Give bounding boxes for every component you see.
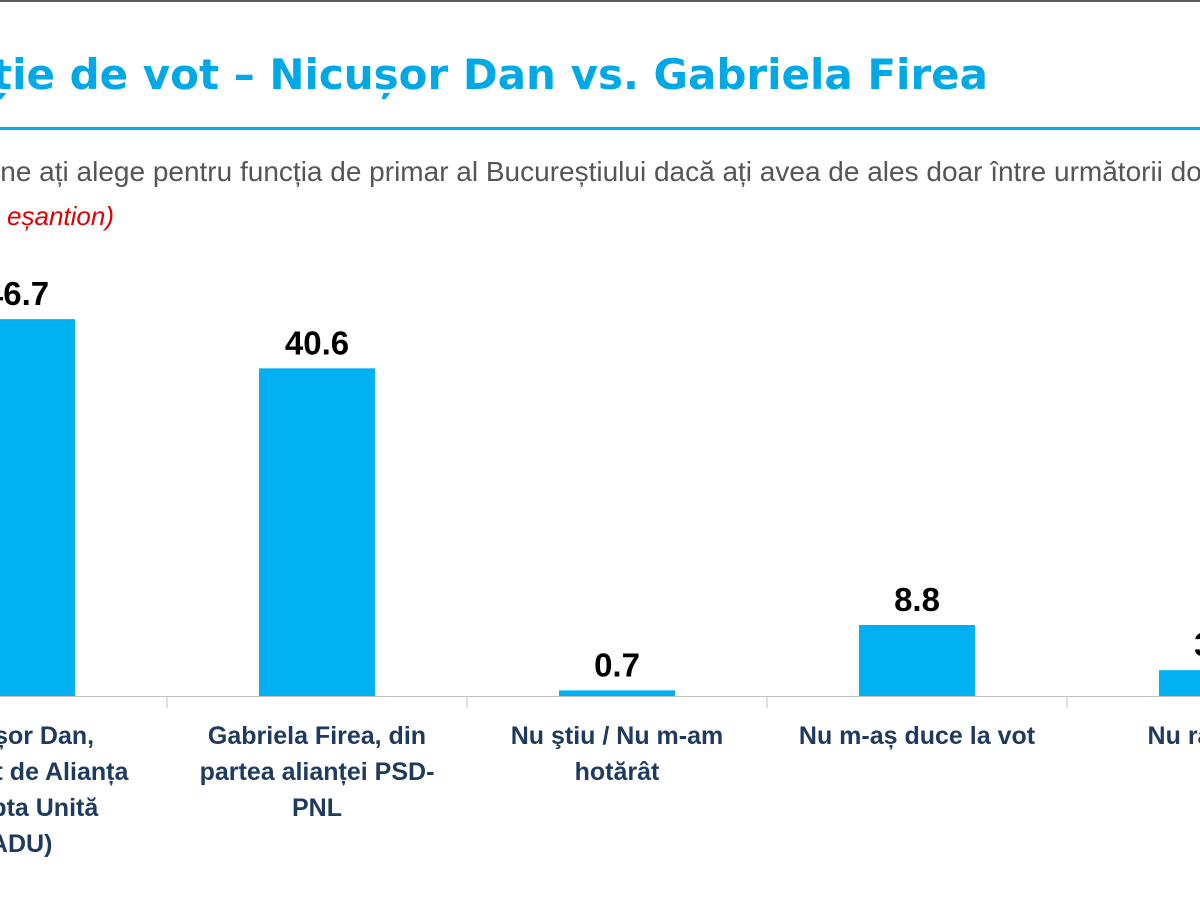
survey-question: Pe cine ați alege pentru funcția de prim… [0,152,1200,192]
page-title: Intenție de vot – Nicușor Dan vs. Gabrie… [0,50,1200,100]
bar-0 [0,319,75,696]
category-label-1: Gabriela Firea, din partea alianței PSD- P… [199,722,435,822]
unit-note-text: (% din eșantion) [0,201,114,231]
survey-question-text: Pe cine ați alege pentru funcția de prim… [0,156,1200,187]
data-label-4: 3.2 [1194,626,1200,663]
bar-3 [859,624,975,696]
category-label-3: Nu m-aș duce la vot [798,722,1036,750]
data-label-3: 8.8 [894,581,940,618]
title-rule [0,127,1200,130]
bar-chart: 46.7 40.6 0.7 8.8 3.2 [0,275,1200,708]
category-labels: Nicușor Dan,susținut de AlianțaDreapta U… [0,710,1200,900]
bar-4 [1159,670,1200,696]
category-label-2: Nu ştiu / Nu m-am hotărât [510,722,724,786]
data-label-2: 0.7 [594,646,640,683]
category-label-0: Nicușor Dan,susținut de AlianțaDreapta U… [0,722,129,858]
top-border [0,0,1200,2]
page-title-text: Intenție de vot – Nicușor Dan vs. Gabrie… [0,50,988,99]
data-label-1: 40.6 [285,324,349,361]
bar-2 [559,690,675,696]
data-label-0: 46.7 [0,275,49,312]
bar-1 [259,368,375,696]
unit-note: (% din eșantion) [0,198,300,234]
category-label-4: Nu răspund [1147,722,1200,750]
